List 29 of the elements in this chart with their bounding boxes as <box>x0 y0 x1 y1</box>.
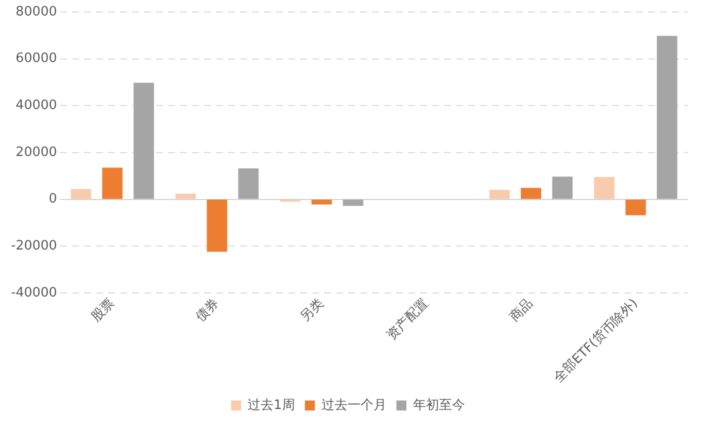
y-tick-label: -20000 <box>11 238 58 254</box>
y-tick-label: 20000 <box>16 144 58 160</box>
bar <box>656 36 678 199</box>
legend-label: 过去一个月 <box>321 398 386 413</box>
bar <box>552 176 573 199</box>
bar <box>594 177 614 199</box>
x-tick-label: 债券 <box>193 296 222 326</box>
bar <box>520 188 542 199</box>
bar <box>625 200 646 216</box>
y-tick-label: 80000 <box>16 4 58 20</box>
bar <box>134 82 154 199</box>
x-tick-label: 资产配置 <box>384 296 432 344</box>
legend-label: 年初至今 <box>412 398 465 413</box>
x-tick-label: 另类 <box>298 296 327 326</box>
y-tick-label: 60000 <box>16 51 58 66</box>
bar <box>175 194 196 199</box>
y-tick-label: 0 <box>48 192 58 207</box>
y-tick-label: -40000 <box>11 285 58 300</box>
y-tick-label: 40000 <box>16 98 58 114</box>
bar <box>311 200 332 204</box>
bar <box>489 190 510 199</box>
bar <box>102 168 123 199</box>
bar <box>206 200 228 252</box>
x-tick-label: 股票 <box>88 296 118 326</box>
bar <box>238 168 259 199</box>
x-tick-label: 商品 <box>507 296 536 326</box>
bar <box>342 200 364 206</box>
bar <box>70 188 92 199</box>
legend-label: 过去1周 <box>248 398 295 413</box>
